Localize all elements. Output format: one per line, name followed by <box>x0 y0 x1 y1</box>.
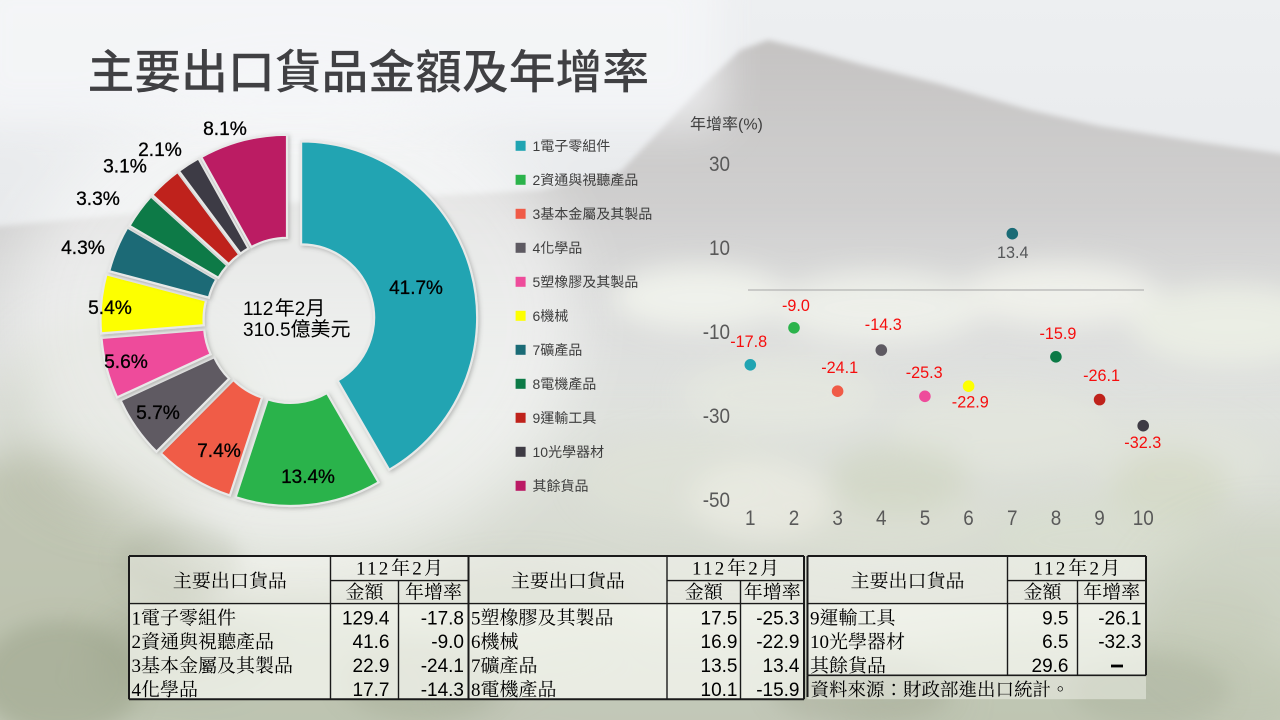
svg-text:-24.1: -24.1 <box>421 656 464 677</box>
svg-text:3: 3 <box>132 656 142 677</box>
svg-text:10.1: 10.1 <box>701 680 738 701</box>
svg-text:(%): (%) <box>738 117 763 134</box>
svg-text:5: 5 <box>533 274 541 290</box>
svg-text:-9.0: -9.0 <box>431 632 464 653</box>
svg-text:2: 2 <box>789 507 800 530</box>
svg-text:112: 112 <box>243 299 273 320</box>
svg-text:-10: -10 <box>703 321 730 344</box>
svg-text:-14.3: -14.3 <box>421 680 464 701</box>
svg-text:17.7: 17.7 <box>353 680 390 701</box>
svg-text:7.4%: 7.4% <box>197 441 241 462</box>
svg-text:1: 1 <box>533 138 541 154</box>
svg-text:6: 6 <box>471 632 481 653</box>
svg-text:8: 8 <box>533 376 541 392</box>
svg-text:2.1%: 2.1% <box>138 140 182 161</box>
svg-text:-25.3: -25.3 <box>906 363 943 382</box>
svg-text:13.4%: 13.4% <box>281 467 335 488</box>
svg-text:4: 4 <box>533 240 541 256</box>
svg-text:2: 2 <box>132 632 142 653</box>
svg-text:16.9: 16.9 <box>701 632 738 653</box>
svg-text:13.4: 13.4 <box>763 656 800 677</box>
svg-text:41.7%: 41.7% <box>389 278 443 299</box>
svg-text:310.5: 310.5 <box>243 320 291 341</box>
svg-text:1: 1 <box>132 608 142 629</box>
svg-text:7: 7 <box>1007 507 1018 530</box>
svg-text:9: 9 <box>810 608 820 629</box>
svg-text:7: 7 <box>533 342 541 358</box>
svg-text:112: 112 <box>692 559 726 580</box>
svg-text:2: 2 <box>748 559 760 580</box>
svg-text:5: 5 <box>471 608 481 629</box>
svg-text:-32.3: -32.3 <box>1124 433 1161 452</box>
svg-text:-24.1: -24.1 <box>821 358 858 377</box>
svg-text:29.6: 29.6 <box>1032 656 1069 677</box>
svg-text:17.5: 17.5 <box>701 608 738 629</box>
svg-text:-17.8: -17.8 <box>421 608 464 629</box>
svg-text:10: 10 <box>810 632 829 653</box>
svg-text:-25.3: -25.3 <box>756 608 799 629</box>
svg-text:5.4%: 5.4% <box>88 298 132 319</box>
svg-text:30: 30 <box>709 153 730 176</box>
svg-text:2: 2 <box>412 559 424 580</box>
svg-text:2: 2 <box>533 172 541 188</box>
svg-text:129.4: 129.4 <box>342 608 390 629</box>
svg-text:41.6: 41.6 <box>353 632 390 653</box>
svg-text:6.5: 6.5 <box>1042 632 1068 653</box>
svg-text:5: 5 <box>920 507 931 530</box>
svg-text:-50: -50 <box>703 489 730 512</box>
svg-text:-9.0: -9.0 <box>782 296 810 315</box>
svg-text:2: 2 <box>295 299 306 320</box>
svg-text:-30: -30 <box>703 405 730 428</box>
svg-text:3.3%: 3.3% <box>76 189 120 210</box>
svg-text:6: 6 <box>963 507 974 530</box>
svg-text:-15.9: -15.9 <box>756 680 799 701</box>
svg-text:1: 1 <box>745 507 756 530</box>
svg-text:3.1%: 3.1% <box>103 157 147 178</box>
svg-text:8: 8 <box>1051 507 1062 530</box>
svg-text:13.5: 13.5 <box>701 656 738 677</box>
svg-text:5.7%: 5.7% <box>136 403 180 424</box>
svg-text:13.4: 13.4 <box>997 243 1029 262</box>
svg-text:-32.3: -32.3 <box>1098 632 1141 653</box>
svg-text:4.3%: 4.3% <box>61 238 105 259</box>
svg-text:-26.1: -26.1 <box>1098 608 1141 629</box>
svg-text:6: 6 <box>533 308 541 324</box>
svg-text:-26.1: -26.1 <box>1083 366 1120 385</box>
svg-text:-15.9: -15.9 <box>1040 324 1077 343</box>
svg-text:9: 9 <box>533 410 541 426</box>
svg-text:-17.8: -17.8 <box>730 332 767 351</box>
svg-text:9.5: 9.5 <box>1042 608 1068 629</box>
svg-text:5.6%: 5.6% <box>104 352 148 373</box>
svg-text:10: 10 <box>1133 507 1154 530</box>
svg-text:10: 10 <box>709 237 730 260</box>
svg-text:112: 112 <box>1033 559 1067 580</box>
svg-text:8: 8 <box>471 680 481 701</box>
svg-text:4: 4 <box>876 507 887 530</box>
svg-text:9: 9 <box>1094 507 1105 530</box>
svg-text:7: 7 <box>471 656 481 677</box>
svg-text:8.1%: 8.1% <box>203 119 247 140</box>
svg-text:2: 2 <box>1090 559 1102 580</box>
svg-text:-14.3: -14.3 <box>865 315 902 334</box>
svg-text:22.9: 22.9 <box>353 656 390 677</box>
svg-text:3: 3 <box>832 507 843 530</box>
svg-text:4: 4 <box>132 680 142 701</box>
svg-text:-22.9: -22.9 <box>952 393 989 412</box>
svg-text:-22.9: -22.9 <box>756 632 799 653</box>
svg-text:10: 10 <box>533 444 549 460</box>
svg-text:3: 3 <box>533 206 541 222</box>
svg-text:112: 112 <box>356 559 390 580</box>
